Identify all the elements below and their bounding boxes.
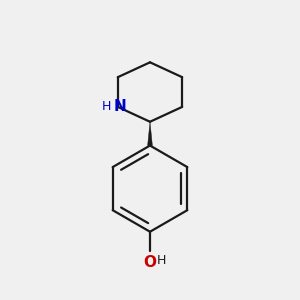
Text: N: N — [114, 99, 126, 114]
Text: H: H — [157, 254, 166, 267]
Polygon shape — [148, 122, 152, 146]
Text: H: H — [102, 100, 111, 113]
Text: O: O — [143, 255, 157, 270]
